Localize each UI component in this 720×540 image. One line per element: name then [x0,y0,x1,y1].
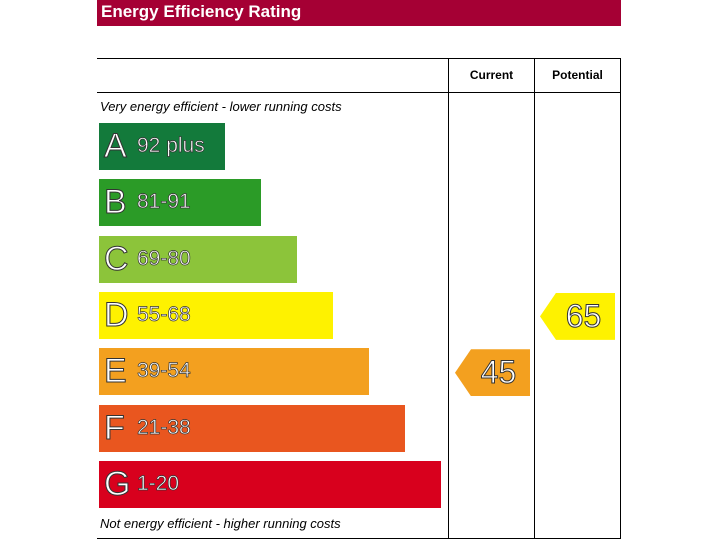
band-f: F 21-38 [99,404,405,452]
band-b: B 81-91 [99,179,261,227]
band-range: 69-80 [137,246,191,270]
band-g: G 1-20 [99,460,441,508]
column-header-potential: Potential [552,68,603,82]
band-c: C 69-80 [99,235,297,283]
band-letter: E [104,352,128,391]
band-letter: F [104,408,126,447]
band-letter: C [104,239,130,278]
rating-arrow-potential: 65 [540,292,615,340]
column-divider-potential [534,58,535,539]
band-e: E 39-54 [99,348,369,396]
page-title: Energy Efficiency Rating [97,0,621,26]
rating-value: 65 [565,297,602,334]
note-efficient: Very energy efficient - lower running co… [100,99,342,114]
band-letter: D [104,295,130,334]
band-letter: B [104,183,128,222]
band-range: 1-20 [137,471,180,495]
band-range: 39-54 [137,359,191,383]
band-range: 55-68 [137,302,191,327]
column-header-current: Current [469,68,514,82]
band-a: A 92 plus [99,123,225,170]
rating-value: 45 [480,354,517,391]
band-range: 92 plus [137,134,205,158]
band-range: 21-38 [137,415,191,439]
note-inefficient: Not energy efficient - higher running co… [100,516,341,531]
column-divider-current [448,58,449,539]
band-letter: G [103,464,131,503]
rating-table [97,58,621,539]
band-range: 81-91 [137,190,191,214]
band-d: D 55-68 [99,291,333,339]
band-letter: A [104,127,128,166]
header-divider [97,92,621,93]
rating-arrow-current: 45 [455,349,530,397]
